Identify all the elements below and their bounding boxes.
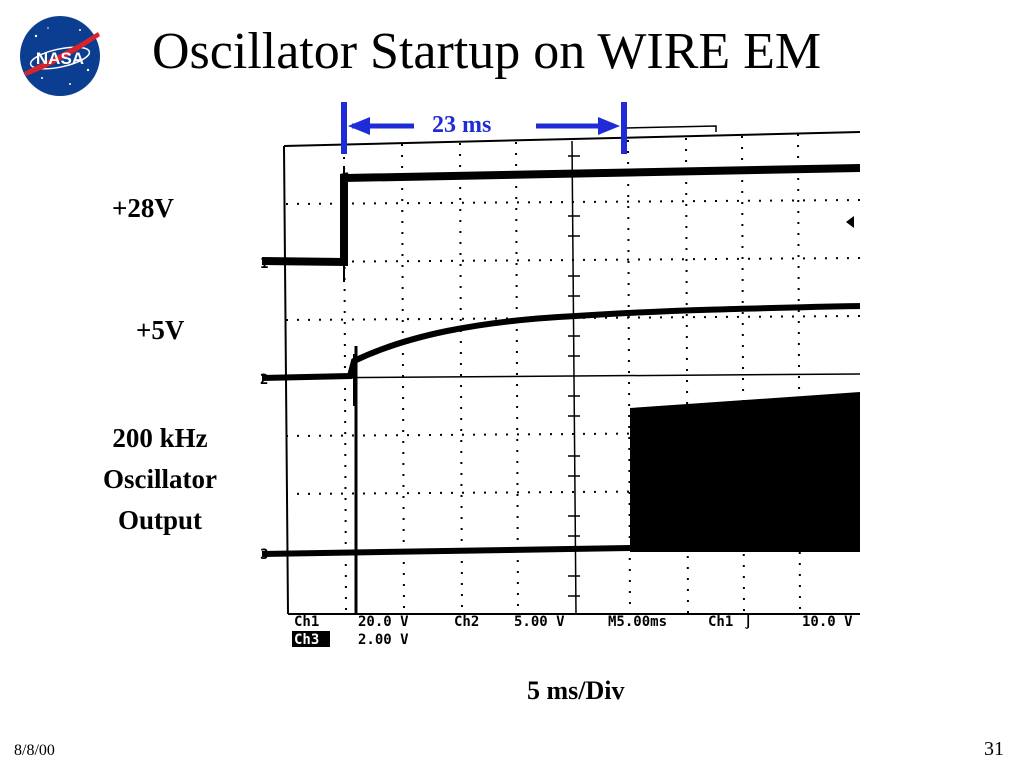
label-oscillator: 200 kHz Oscillator Output — [84, 418, 236, 541]
nasa-logo: NASA — [20, 16, 100, 96]
readout-trigger-slope-icon: ∫ — [744, 613, 752, 630]
measurement-label: 23 ms — [432, 112, 492, 138]
channel-marker-1: 1 — [260, 256, 268, 272]
readout-ch2-name: Ch2 — [454, 614, 479, 630]
readout-ch3-box — [292, 631, 330, 647]
label-5v: +5V — [136, 315, 185, 345]
label-osc-line2: Oscillator — [103, 464, 217, 494]
logo-text: NASA — [36, 49, 84, 68]
timebase-label: 5 ms/Div — [527, 676, 625, 705]
label-osc-line3: Output — [117, 505, 203, 535]
channel-marker-2: 2 — [260, 372, 268, 388]
measurement-markers — [341, 102, 627, 154]
slide-title: Oscillator Startup on WIRE EM — [152, 23, 822, 80]
label-osc-line1: 200 kHz — [112, 423, 208, 453]
readout-trigger-level: 10.0 V — [802, 614, 853, 630]
marker-arrow-2: → — [272, 370, 280, 386]
readout-time-setting: M5.00ms — [608, 614, 667, 630]
label-28v: +28V — [112, 193, 174, 223]
readout-ch2-scale: 5.00 V — [514, 614, 565, 630]
readout-ch1-name: Ch1 — [294, 614, 319, 630]
trace-28v — [261, 164, 860, 267]
readout-ch1-scale: 20.0 V — [358, 614, 409, 630]
marker-arrow-3: → — [272, 546, 280, 562]
slide-page-number: 31 — [984, 738, 1004, 760]
marker-arrow-1: → — [272, 254, 280, 270]
readout-ch3-name: Ch3 — [294, 632, 319, 648]
trigger-level-marker — [846, 216, 854, 228]
oscilloscope-capture: 1 2 3 → → → Ch1 20.0 V Ch2 5.00 V M5.00m… — [260, 102, 860, 648]
readout-ch3-scale: 2.00 V — [358, 632, 409, 648]
oscillator-burst — [630, 392, 860, 552]
readout-trigger-source: Ch1 — [708, 614, 733, 630]
trace-5v — [261, 303, 860, 381]
slide-date: 8/8/00 — [14, 742, 55, 759]
trace-oscillator — [261, 545, 631, 557]
channel-marker-3: 3 — [260, 547, 268, 563]
